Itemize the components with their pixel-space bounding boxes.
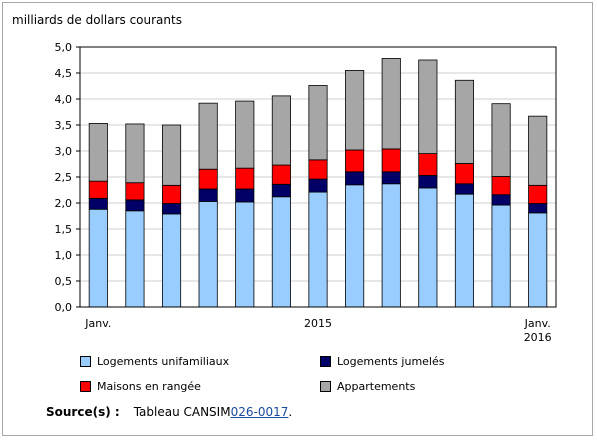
- bar-segment-1-2015-05: [235, 188, 255, 203]
- y-tick-label: 1,5: [55, 223, 73, 236]
- source-line: Source(s) : Tableau CANSIM 026-0017 .: [46, 405, 292, 419]
- bar-segment-3-2015-02: [125, 123, 145, 184]
- bar-segment-0-2015-04: [198, 201, 218, 308]
- bar-segment-1-2015-09: [381, 171, 401, 185]
- bar-segment-2-2015-02: [125, 182, 145, 201]
- bar-segment-0-2015-08: [345, 184, 365, 308]
- bar-segment-3-2015-08: [345, 70, 365, 151]
- bar-segment-0-2015-02: [125, 210, 145, 308]
- bar-segment-1-2015-11: [454, 183, 475, 195]
- bar-segment-1-2015-08: [345, 171, 365, 186]
- bar-segment-0-2015-12: [491, 204, 511, 308]
- bar-segment-2-2015-04: [198, 168, 218, 190]
- bar-segment-2-2015-06: [271, 164, 291, 185]
- y-tick-label: 0,0: [55, 301, 73, 314]
- bar-segment-3-2015-09: [381, 58, 401, 150]
- bar-segment-3-2015-06: [271, 95, 291, 166]
- x-tick-label: Janv.: [84, 317, 111, 330]
- bar-segment-2-2016-01: [528, 184, 548, 204]
- x-tick-label: 2015: [304, 317, 332, 330]
- bar-segment-2-2015-01: [88, 180, 108, 199]
- bar-segment-1-2015-10: [418, 175, 438, 189]
- bar-segment-3-2015-05: [235, 100, 255, 169]
- y-tick-label: 1,0: [55, 249, 73, 262]
- bar-segment-2-2015-11: [454, 163, 475, 185]
- bar-segment-1-2015-06: [271, 183, 291, 198]
- bar-segment-0-2015-11: [454, 193, 475, 308]
- x-tick-label: Janv.: [524, 317, 551, 330]
- bar-segment-0-2016-01: [528, 212, 548, 308]
- bar-segment-0-2015-07: [308, 191, 328, 308]
- bar-segment-2-2015-05: [235, 167, 255, 190]
- x-tick-label: 2016: [524, 331, 552, 344]
- bar-segment-2-2015-07: [308, 159, 328, 180]
- bar-segment-2-2015-08: [345, 149, 365, 173]
- y-tick-label: 3,5: [55, 119, 73, 132]
- bar-segment-0-2015-09: [381, 183, 401, 308]
- y-tick-label: 4,0: [55, 93, 73, 106]
- y-tick-label: 4,5: [55, 67, 73, 80]
- y-axis-title: milliards de dollars courants: [12, 13, 182, 27]
- y-tick-label: 3,0: [55, 145, 73, 158]
- source-text: Tableau CANSIM: [133, 405, 231, 419]
- bar-segment-1-2015-07: [308, 178, 328, 193]
- bar-segment-1-2015-04: [198, 188, 218, 202]
- y-tick-label: 5,0: [55, 41, 73, 54]
- y-tick-labels: 0,0 0,5 1,0 1,5 2,0 2,5 3,0 3,5 4,0 4,5 5,0: [55, 41, 80, 314]
- bar-segment-0-2015-06: [271, 196, 291, 308]
- bar-segment-2-2015-12: [491, 176, 511, 196]
- source-link[interactable]: 026-0017: [230, 405, 289, 419]
- bar-segment-0-2015-01: [88, 208, 108, 308]
- source-suffix: .: [288, 405, 293, 419]
- plot-area-border: [79, 46, 557, 308]
- bar-segment-3-2015-04: [198, 102, 218, 170]
- bars: [88, 58, 548, 308]
- bar-segment-0-2015-05: [235, 201, 255, 308]
- source-label: Source(s) :: [46, 405, 120, 419]
- bar-segment-2-2015-09: [381, 148, 401, 173]
- bar-segment-3-2015-10: [418, 59, 438, 154]
- bar-segment-0-2015-03: [161, 213, 182, 308]
- bar-segment-3-2015-01: [88, 123, 108, 182]
- bar-segment-1-2015-03: [161, 203, 182, 215]
- y-tick-label: 2,5: [55, 171, 73, 184]
- bar-segment-3-2015-03: [161, 124, 182, 186]
- bar-segment-1-2016-01: [528, 203, 548, 214]
- bar-segment-2-2015-03: [161, 184, 182, 204]
- x-tick-labels: Janv. 2015 Janv.2016: [84, 317, 551, 344]
- bar-segment-3-2016-01: [528, 115, 548, 186]
- bar-segment-3-2015-11: [454, 79, 475, 164]
- bar-segment-3-2015-07: [308, 85, 328, 161]
- bar-segment-1-2015-01: [88, 197, 108, 210]
- bar-segment-1-2015-12: [491, 194, 511, 206]
- bar-segment-0-2015-10: [418, 187, 438, 308]
- y-tick-label: 0,5: [55, 275, 73, 288]
- y-tick-label: 2,0: [55, 197, 73, 210]
- bar-segment-3-2015-12: [491, 103, 511, 177]
- bar-segment-1-2015-02: [125, 199, 145, 212]
- bar-segment-2-2015-10: [418, 153, 438, 176]
